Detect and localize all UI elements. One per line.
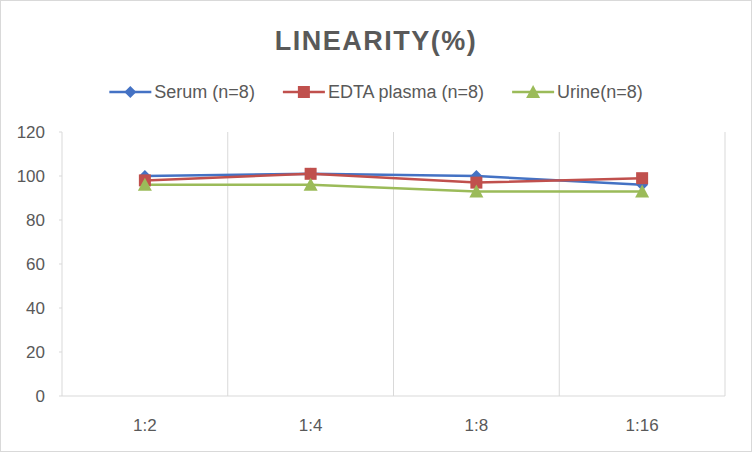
- legend-item: Serum (n=8): [109, 82, 255, 102]
- y-tick-label: 40: [26, 299, 45, 318]
- legend-label: Serum (n=8): [154, 82, 255, 102]
- background: [1, 1, 752, 452]
- y-tick-label: 100: [17, 167, 45, 186]
- point: [304, 178, 318, 191]
- chart-container: LINEARITY(%) 0 20 40 60 80 100 120 1:2 1:4 1:8 1:16…: [0, 0, 752, 452]
- title: LINEARITY(%): [275, 26, 478, 56]
- y-tick: [59, 220, 62, 221]
- series-line: [145, 185, 642, 192]
- chart-svg: LINEARITY(%) 0 20 40 60 80 100 120 1:2 1:4 1:8 1:16…: [0, 0, 752, 452]
- x-tick-label: 1:8: [465, 416, 489, 435]
- legend: Serum (n=8) EDTA plasma (n=8) Urine(n=8): [109, 82, 642, 102]
- y-tick-label: 0: [36, 387, 45, 406]
- x-tick-label: 1:16: [626, 416, 659, 435]
- point: [138, 178, 152, 191]
- legend-label: Urine(n=8): [557, 82, 643, 102]
- series-line: [145, 174, 642, 183]
- point: [469, 184, 483, 197]
- legend-marker: [298, 86, 310, 98]
- y-tick-label: 80: [26, 211, 45, 230]
- y-tick-label: 60: [26, 255, 45, 274]
- legend-item: Urine(n=8): [512, 82, 643, 102]
- point: [636, 172, 648, 184]
- y-tick: [59, 308, 62, 309]
- y-tick: [59, 396, 62, 397]
- x-axis: [62, 396, 725, 397]
- x-tick-label: 1:2: [133, 416, 157, 435]
- y-tick: [59, 132, 62, 133]
- y-tick-label: 120: [17, 123, 45, 142]
- legend-marker: [526, 85, 540, 98]
- plot-data: [138, 168, 649, 198]
- legend-label: EDTA plasma (n=8): [328, 82, 484, 102]
- y-tick: [59, 176, 62, 177]
- series-line: [145, 174, 642, 185]
- grid-line: [559, 132, 560, 396]
- x-tick-label: 1:4: [299, 416, 323, 435]
- grid-line: [227, 132, 228, 396]
- point: [635, 184, 649, 197]
- y-tick: [59, 352, 62, 353]
- legend-item: EDTA plasma (n=8): [283, 82, 484, 102]
- y-tick: [59, 264, 62, 265]
- grid-line: [393, 132, 394, 396]
- grid-line: [725, 132, 726, 396]
- legend-marker: [124, 86, 136, 98]
- y-tick-label: 20: [26, 343, 45, 362]
